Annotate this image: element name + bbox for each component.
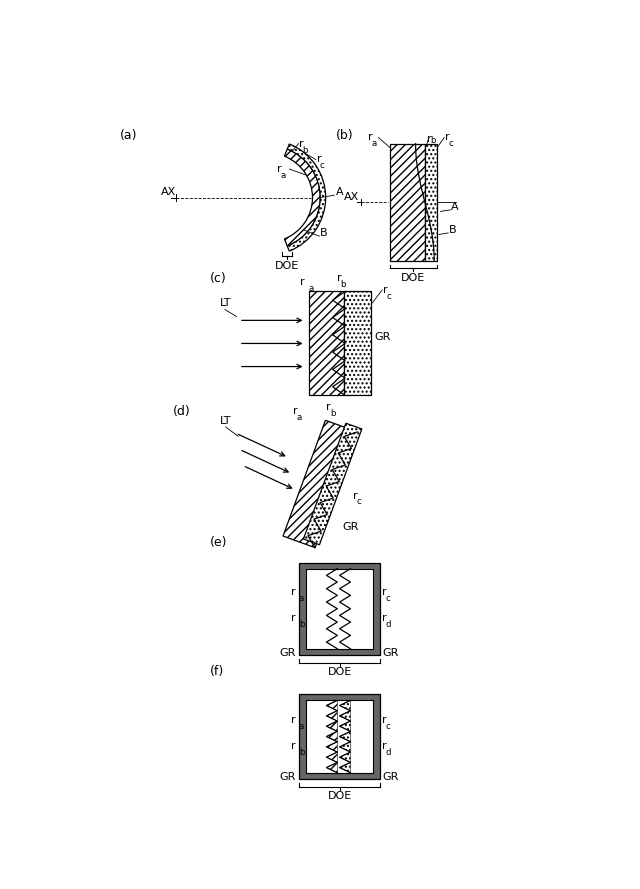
Text: B: B xyxy=(449,225,456,235)
Polygon shape xyxy=(340,701,351,710)
Text: GR: GR xyxy=(279,647,296,658)
Text: c: c xyxy=(386,594,390,603)
Text: LT: LT xyxy=(220,299,231,308)
Polygon shape xyxy=(326,710,337,721)
Bar xyxy=(307,701,373,773)
Text: (d): (d) xyxy=(173,404,191,418)
Text: r: r xyxy=(353,491,357,501)
Polygon shape xyxy=(303,423,362,545)
Text: r: r xyxy=(445,132,450,142)
Text: AX: AX xyxy=(161,188,177,197)
Text: GR: GR xyxy=(382,772,399,781)
Text: b: b xyxy=(299,748,305,757)
Text: (e): (e) xyxy=(210,535,228,549)
Bar xyxy=(425,144,436,260)
Text: b: b xyxy=(431,136,436,145)
Text: c: c xyxy=(387,292,391,300)
Text: c: c xyxy=(386,722,390,731)
Text: DOE: DOE xyxy=(401,273,426,283)
Text: r: r xyxy=(382,613,387,623)
Text: r: r xyxy=(326,402,331,412)
Text: a: a xyxy=(299,722,304,731)
Text: d: d xyxy=(386,620,391,629)
Polygon shape xyxy=(326,741,337,752)
Text: d: d xyxy=(386,748,391,757)
Text: A: A xyxy=(451,202,459,212)
Text: r: r xyxy=(382,741,387,751)
Text: b: b xyxy=(330,409,335,418)
Text: DOE: DOE xyxy=(328,668,352,677)
Text: r: r xyxy=(291,715,296,725)
Text: a: a xyxy=(308,284,314,293)
Polygon shape xyxy=(326,763,337,773)
Text: r: r xyxy=(291,587,296,597)
Polygon shape xyxy=(283,420,358,548)
Polygon shape xyxy=(340,721,351,732)
Bar xyxy=(390,144,425,260)
Text: GR: GR xyxy=(342,522,358,533)
Text: (a): (a) xyxy=(120,129,138,142)
Text: r: r xyxy=(300,139,304,148)
Text: r: r xyxy=(317,155,321,164)
Bar xyxy=(300,563,380,655)
Text: GR: GR xyxy=(374,332,391,341)
Polygon shape xyxy=(326,701,337,710)
Polygon shape xyxy=(340,763,351,773)
Text: r: r xyxy=(291,613,296,623)
Bar xyxy=(308,292,344,396)
Text: b: b xyxy=(299,620,305,629)
Bar xyxy=(300,694,380,779)
Text: a: a xyxy=(299,594,304,603)
Text: r: r xyxy=(428,134,432,144)
Polygon shape xyxy=(326,732,337,741)
Text: c: c xyxy=(449,140,453,148)
Text: r: r xyxy=(277,164,282,174)
Text: a: a xyxy=(296,412,302,421)
Polygon shape xyxy=(340,752,351,763)
Bar xyxy=(340,569,373,649)
Polygon shape xyxy=(326,721,337,732)
Text: DOE: DOE xyxy=(328,791,352,801)
Text: (b): (b) xyxy=(336,129,353,142)
Text: r: r xyxy=(291,741,296,751)
Bar xyxy=(307,569,340,649)
Text: B: B xyxy=(320,228,328,238)
Text: r: r xyxy=(382,715,387,725)
Polygon shape xyxy=(340,741,351,752)
Text: c: c xyxy=(356,498,361,507)
Polygon shape xyxy=(326,752,337,763)
Text: b: b xyxy=(340,279,346,289)
Text: (c): (c) xyxy=(210,272,227,285)
Text: a: a xyxy=(372,140,377,148)
Text: r: r xyxy=(368,132,373,142)
Text: A: A xyxy=(336,188,344,197)
Polygon shape xyxy=(340,710,351,721)
Text: r: r xyxy=(293,406,298,416)
Wedge shape xyxy=(287,144,326,251)
Text: AX: AX xyxy=(344,192,359,202)
Text: (f): (f) xyxy=(210,665,225,678)
Text: r: r xyxy=(382,587,387,597)
Text: r: r xyxy=(383,285,388,295)
Text: DOE: DOE xyxy=(275,260,299,271)
Text: r: r xyxy=(337,273,342,283)
Text: a: a xyxy=(280,171,285,180)
Wedge shape xyxy=(284,149,320,246)
Text: c: c xyxy=(320,162,324,171)
Text: LT: LT xyxy=(220,416,231,426)
Text: GR: GR xyxy=(279,772,296,781)
Text: b: b xyxy=(303,146,308,155)
Text: r: r xyxy=(300,277,305,287)
Bar xyxy=(344,292,371,396)
Polygon shape xyxy=(340,732,351,741)
Text: GR: GR xyxy=(382,647,399,658)
